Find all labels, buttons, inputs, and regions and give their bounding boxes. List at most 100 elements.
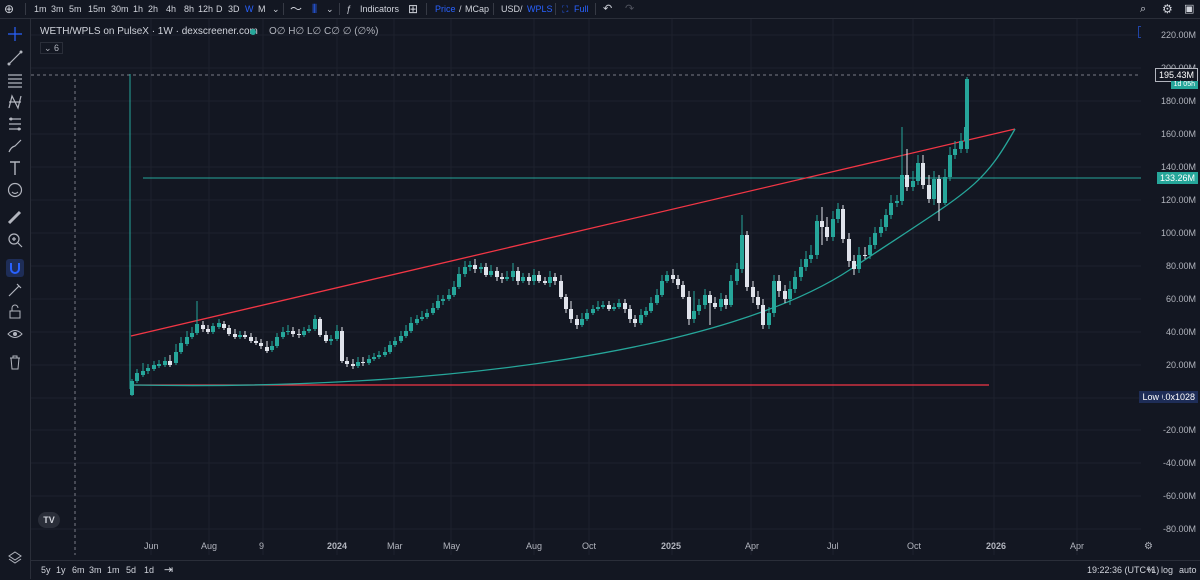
collapse-indicators-button[interactable]: ⌄ 6	[40, 42, 64, 54]
candle-body	[905, 175, 909, 187]
log-toggle[interactable]: log	[1161, 565, 1174, 575]
full-button[interactable]: Full	[574, 4, 589, 14]
symbol-title[interactable]: WETH/WPLS on PulseX · 1W · dexscreener.c…	[40, 26, 258, 37]
candle-body	[911, 181, 915, 187]
mcap-toggle[interactable]: MCap	[465, 4, 490, 14]
timeframe-12h[interactable]: 12h	[198, 4, 214, 14]
timeframe-15m[interactable]: 15m	[88, 4, 106, 14]
timeframe-1m[interactable]: 1m	[34, 4, 47, 14]
timeframe-m[interactable]: M	[258, 4, 266, 14]
zoom-icon[interactable]	[6, 231, 24, 249]
candle-body	[516, 271, 520, 281]
indicators-button[interactable]: Indicators	[360, 4, 400, 14]
tradingview-logo[interactable]: TV	[38, 512, 60, 528]
timeframe-3d[interactable]: 3D	[228, 4, 240, 14]
redo-icon[interactable]: ↷	[625, 3, 635, 15]
clock-time[interactable]: 19:22:36 (UTC+1)	[1087, 565, 1160, 575]
time-tick-label: May	[443, 541, 461, 551]
time-tick-label: Oct	[582, 541, 597, 551]
candle-body	[719, 299, 723, 307]
add-symbol-icon[interactable]: ⊕	[4, 2, 15, 16]
price-chart[interactable]	[31, 19, 1141, 555]
time-tick-label: Aug	[526, 541, 543, 551]
horizontal-line-price-tag: 133.26M	[1156, 172, 1198, 184]
settings-icon[interactable]: ⚙	[1162, 2, 1173, 16]
indicators-icon[interactable]: ƒ	[346, 4, 352, 14]
timeframe-1h[interactable]: 1h	[133, 4, 144, 14]
timeframe-3m[interactable]: 3m	[51, 4, 64, 14]
time-axis[interactable]: Jun Aug 9 2024 Mar May Aug Oct 2025 Apr Jul Oct 2026…	[31, 541, 1141, 557]
candle-body	[868, 245, 872, 255]
candle-body	[431, 308, 435, 313]
eye-icon[interactable]	[6, 325, 24, 343]
date-range-icon[interactable]: ⇥	[164, 564, 174, 576]
candle-body	[921, 163, 925, 185]
trendline-icon[interactable]	[6, 49, 24, 67]
candle-body	[367, 359, 371, 363]
candles-icon[interactable]: ⫴	[312, 2, 318, 16]
candle-body	[943, 177, 947, 203]
timeframe-w[interactable]: W	[245, 4, 254, 14]
timeframe-2h[interactable]: 2h	[148, 4, 159, 14]
timeframe-dropdown-icon[interactable]: ⌄	[272, 4, 280, 14]
candle-body	[495, 271, 499, 277]
candle-body	[857, 255, 861, 269]
lock-icon[interactable]	[6, 303, 24, 321]
object-tree-icon[interactable]	[6, 549, 24, 567]
candle-body	[639, 315, 643, 323]
search-icon[interactable]: ⌕	[1140, 3, 1147, 15]
line-chart-icon[interactable]: 〜	[290, 2, 303, 16]
price-tick-label: 60.00M	[1165, 294, 1196, 304]
lock-draw-icon[interactable]	[6, 281, 24, 299]
trash-icon[interactable]	[6, 353, 24, 371]
candle-body	[146, 368, 150, 371]
timeframe-5m[interactable]: 5m	[69, 4, 82, 14]
full-icon[interactable]: ⛶	[562, 4, 569, 14]
timeframe-8h[interactable]: 8h	[184, 4, 195, 14]
emoji-icon[interactable]	[6, 181, 24, 199]
timeframe-4h[interactable]: 4h	[166, 4, 177, 14]
layout-icon[interactable]: ⊞	[408, 2, 419, 16]
magnet-icon[interactable]	[6, 259, 24, 277]
price-toggle[interactable]: Price	[435, 4, 456, 14]
percent-toggle[interactable]: %	[1147, 565, 1156, 575]
candle-body	[724, 299, 728, 305]
range-1m[interactable]: 1m	[107, 565, 120, 575]
chart-type-dropdown-icon[interactable]: ⌄	[326, 4, 334, 14]
time-tick-label: Jun	[144, 541, 159, 551]
range-3m[interactable]: 3m	[89, 565, 102, 575]
range-5y[interactable]: 5y	[41, 565, 51, 575]
timeframe-30m[interactable]: 30m	[111, 4, 129, 14]
text-icon[interactable]	[6, 159, 24, 177]
ruler-icon[interactable]	[6, 209, 24, 227]
range-6m[interactable]: 6m	[72, 565, 85, 575]
fib-icon[interactable]	[6, 71, 24, 89]
range-1y[interactable]: 1y	[56, 565, 66, 575]
wpls-toggle[interactable]: WPLS	[527, 4, 553, 14]
candle-body	[820, 221, 824, 227]
camera-icon[interactable]: ▣	[1184, 3, 1195, 15]
brush-icon[interactable]	[6, 137, 24, 155]
undo-icon[interactable]: ↶	[603, 3, 613, 15]
candle-body	[163, 361, 167, 365]
range-5d[interactable]: 5d	[126, 565, 137, 575]
candle-body	[777, 281, 781, 291]
candle-body	[500, 277, 504, 279]
price-tick-label: 20.00M	[1165, 360, 1196, 370]
crosshair-icon[interactable]	[6, 25, 24, 43]
price-axis[interactable]: 220.00M200.00M180.00M160.00M140.00M120.0…	[1139, 19, 1200, 555]
chart-pane[interactable]	[31, 19, 1141, 555]
candle-body	[932, 179, 936, 199]
usd-toggle[interactable]: USD	[501, 4, 521, 14]
forecast-icon[interactable]	[6, 115, 24, 133]
axis-settings-icon[interactable]: ⚙	[1144, 541, 1153, 552]
candle-body	[548, 277, 552, 283]
price-tick-label: -60.00M	[1162, 491, 1196, 501]
timeframe-d[interactable]: D	[216, 4, 223, 14]
candle-body	[553, 277, 557, 281]
candle-body	[900, 175, 904, 201]
candle-body	[356, 362, 360, 366]
range-1d[interactable]: 1d	[144, 565, 155, 575]
pattern-icon[interactable]	[6, 93, 24, 111]
auto-toggle[interactable]: auto	[1179, 565, 1197, 575]
